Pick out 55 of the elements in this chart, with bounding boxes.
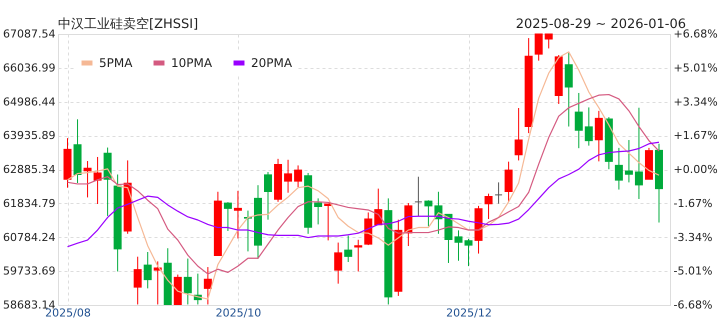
y-tick-label: 67087.54 bbox=[3, 28, 56, 40]
candlestick bbox=[234, 190, 242, 240]
candlestick bbox=[344, 235, 352, 263]
candlestick bbox=[284, 159, 292, 194]
y-tick-label: 62885.34 bbox=[3, 163, 56, 176]
y2-tick-label: +0.00% bbox=[674, 163, 718, 176]
candlestick bbox=[414, 176, 422, 216]
candlestick bbox=[584, 106, 593, 146]
chart-title: 中汉工业硅卖空[ZHSSI] bbox=[58, 17, 198, 32]
y2-tick-label: +3.34% bbox=[674, 95, 718, 108]
candlestick bbox=[494, 182, 503, 204]
candlestick bbox=[354, 239, 362, 272]
candlestick bbox=[514, 108, 523, 161]
y2-tick-label: -1.67% bbox=[674, 196, 712, 210]
y-tick-label: 60784.24 bbox=[3, 230, 56, 244]
candlestick bbox=[594, 110, 603, 162]
candlestick bbox=[204, 266, 212, 305]
y-tick-label: 66036.99 bbox=[3, 61, 56, 74]
y2-tick-label: +1.67% bbox=[674, 129, 718, 142]
y2-tick-label: -3.34% bbox=[674, 230, 712, 244]
candlestick bbox=[134, 256, 142, 305]
candlestick bbox=[564, 52, 573, 128]
candlestick bbox=[464, 238, 473, 267]
x-tick-label: 2025/12 bbox=[446, 306, 492, 320]
y-tick-label: 64986.44 bbox=[3, 95, 56, 108]
y-tick-label: 61834.79 bbox=[3, 196, 56, 210]
candlestick bbox=[314, 198, 322, 225]
candlestick bbox=[534, 34, 543, 62]
candlestick bbox=[484, 193, 493, 220]
candlestick bbox=[624, 140, 633, 183]
candlestick bbox=[544, 34, 553, 49]
candlestick bbox=[144, 251, 152, 289]
y2-tick-label: +6.68% bbox=[674, 28, 718, 40]
y2-tick-label: -6.68% bbox=[674, 298, 712, 312]
candlestick bbox=[264, 172, 272, 220]
y2-tick-label: -5.01% bbox=[674, 264, 712, 278]
candlestick bbox=[294, 164, 302, 188]
y2-tick-label: +5.01% bbox=[674, 61, 718, 74]
x-tick-label: 2025/10 bbox=[216, 306, 262, 320]
candlestick bbox=[504, 161, 513, 202]
candlestick bbox=[184, 258, 192, 305]
legend-label: 5PMA bbox=[99, 56, 134, 70]
line-series bbox=[66, 142, 660, 248]
y-tick-label: 63935.89 bbox=[3, 129, 56, 142]
candlestick bbox=[614, 147, 623, 190]
legend-label: 20PMA bbox=[251, 56, 293, 70]
candlestick bbox=[84, 160, 92, 198]
y-tick-label: 59733.69 bbox=[3, 264, 56, 278]
legend-label: 10PMA bbox=[171, 56, 213, 70]
candlestick bbox=[454, 230, 462, 262]
candlestick bbox=[634, 107, 643, 200]
candlestick bbox=[574, 92, 583, 149]
candlestick bbox=[224, 202, 232, 232]
candlestick bbox=[334, 242, 342, 284]
candlestick bbox=[424, 200, 432, 227]
